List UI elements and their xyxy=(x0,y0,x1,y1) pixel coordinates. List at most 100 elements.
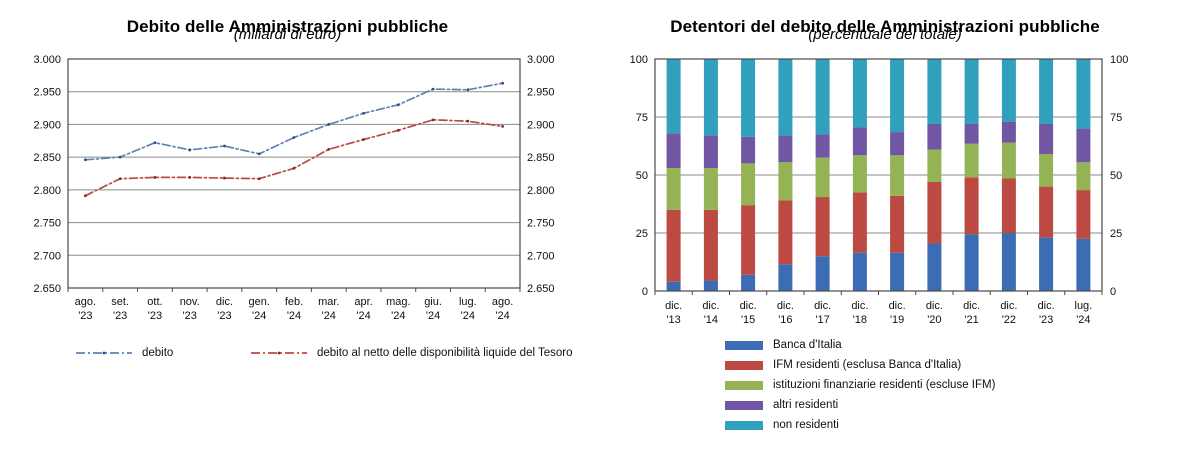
tick-label: '24 xyxy=(1076,314,1090,326)
data-point xyxy=(292,136,296,139)
tick-label: dic. xyxy=(926,300,943,312)
tick-label: '24 xyxy=(495,310,509,322)
tick-label: mag. xyxy=(386,296,410,308)
legend-item-debito: debito xyxy=(75,345,173,361)
tick-label: dic. xyxy=(851,300,868,312)
bar-segment-3 xyxy=(741,136,756,164)
bar-segment-0 xyxy=(815,256,830,291)
tick-label: '14 xyxy=(704,314,718,326)
gridlines xyxy=(68,91,520,256)
altri-residenti-swatch xyxy=(725,400,763,410)
debt-line-chart-panel: Debito delle Amministrazioni pubbliche (… xyxy=(0,0,575,474)
tick-label: '23 xyxy=(113,310,127,322)
tick-label: '19 xyxy=(890,314,904,326)
bar-segment-3 xyxy=(964,123,979,144)
tick-label: dic. xyxy=(1038,300,1055,312)
tick-label: 2.650 xyxy=(33,283,61,295)
tick-label: 3.000 xyxy=(527,54,555,66)
tick-label: dic. xyxy=(702,300,719,312)
tick-label: dic. xyxy=(889,300,906,312)
line-chart-legend: debito debito al netto delle disponibili… xyxy=(0,345,575,363)
data-point xyxy=(83,158,87,162)
legend-label-banca-italia: Banca d'Italia xyxy=(773,339,842,351)
bar-segment-4 xyxy=(964,59,979,124)
bar-segment-2 xyxy=(703,168,718,210)
tick-label: 2.800 xyxy=(33,185,61,197)
tick-label: '23 xyxy=(1039,314,1053,326)
bar-segment-2 xyxy=(890,155,905,196)
tick-label: 2.750 xyxy=(33,218,61,230)
right-chart-title: Detentori del debito delle Amministrazio… xyxy=(670,17,1100,37)
tick-label: mar. xyxy=(318,296,339,308)
tick-label: 25 xyxy=(1110,228,1122,240)
right-chart-subtitle: (percentuale del totale) xyxy=(808,26,962,43)
bar-segment-1 xyxy=(703,209,718,281)
legend-label-non-residenti: non residenti xyxy=(773,419,839,431)
bar-segment-2 xyxy=(778,162,793,201)
banca-italia-swatch xyxy=(725,340,763,350)
tick-label: '16 xyxy=(778,314,792,326)
bar-segment-3 xyxy=(927,123,942,150)
bar-segment-0 xyxy=(1001,233,1016,291)
tick-label: 2.850 xyxy=(33,152,61,164)
bar-segment-3 xyxy=(703,135,718,169)
data-point xyxy=(431,87,435,91)
bar-segment-2 xyxy=(852,155,867,193)
non-residenti-swatch xyxy=(725,420,763,430)
bar-segment-2 xyxy=(815,157,830,198)
data-point xyxy=(327,147,331,151)
bar-segment-2 xyxy=(1001,142,1016,179)
bar-segment-1 xyxy=(1039,186,1054,238)
tick-label: 2.950 xyxy=(33,87,61,99)
tick-label: 2.950 xyxy=(527,87,555,99)
tick-label: 50 xyxy=(1110,170,1122,182)
x-axis-ticks xyxy=(67,288,521,292)
bar-segment-2 xyxy=(741,163,756,206)
gridlines xyxy=(655,116,1102,234)
tick-label: nov. xyxy=(180,296,200,308)
bar-segment-1 xyxy=(890,195,905,253)
tick-label: lug. xyxy=(459,296,477,308)
debt-holders-bar-chart-panel: Detentori del debito delle Amministrazio… xyxy=(580,0,1190,474)
tick-label: dic. xyxy=(740,300,757,312)
tick-label: set. xyxy=(111,296,129,308)
tick-label: 2.750 xyxy=(527,218,555,230)
bar-segment-0 xyxy=(852,252,867,291)
tick-label: ago. xyxy=(75,296,96,308)
bar-segment-3 xyxy=(1039,123,1054,155)
tick-label: giu. xyxy=(424,296,442,308)
bar-segment-0 xyxy=(1039,237,1054,291)
data-point xyxy=(501,124,505,128)
tick-label: 0 xyxy=(642,286,648,298)
legend-item-debito-netto: debito al netto delle disponibilità liqu… xyxy=(250,345,573,361)
bar-segment-3 xyxy=(778,135,793,163)
tick-label: '24 xyxy=(356,310,370,322)
data-point xyxy=(223,144,226,148)
legend-label-altri-residenti: altri residenti xyxy=(773,399,839,411)
tick-label: gen. xyxy=(249,296,270,308)
bar-segment-1 xyxy=(778,200,793,265)
tick-label: '15 xyxy=(741,314,755,326)
bar-segment-2 xyxy=(1039,154,1054,187)
data-point xyxy=(257,152,261,156)
tick-label: '21 xyxy=(964,314,978,326)
x-axis-ticks xyxy=(654,291,1103,295)
data-point xyxy=(466,119,470,123)
bar-segment-1 xyxy=(1076,190,1091,239)
data-point xyxy=(118,177,122,181)
data-point xyxy=(327,123,331,126)
data-point xyxy=(153,141,157,145)
bar-segment-1 xyxy=(666,209,681,282)
bar-segment-2 xyxy=(964,143,979,178)
bar-segment-0 xyxy=(666,281,681,291)
tick-label: '17 xyxy=(815,314,829,326)
legend-item-istituzioni-finanziarie: istituzioni finanziarie residenti (esclu… xyxy=(725,378,995,392)
tick-label: ott. xyxy=(147,296,162,308)
legend-item-altri-residenti: altri residenti xyxy=(725,398,995,412)
data-point xyxy=(223,176,226,180)
bar-segment-3 xyxy=(815,134,830,158)
tick-label: '13 xyxy=(666,314,680,326)
data-point xyxy=(362,111,365,115)
tick-label: ago. xyxy=(492,296,513,308)
